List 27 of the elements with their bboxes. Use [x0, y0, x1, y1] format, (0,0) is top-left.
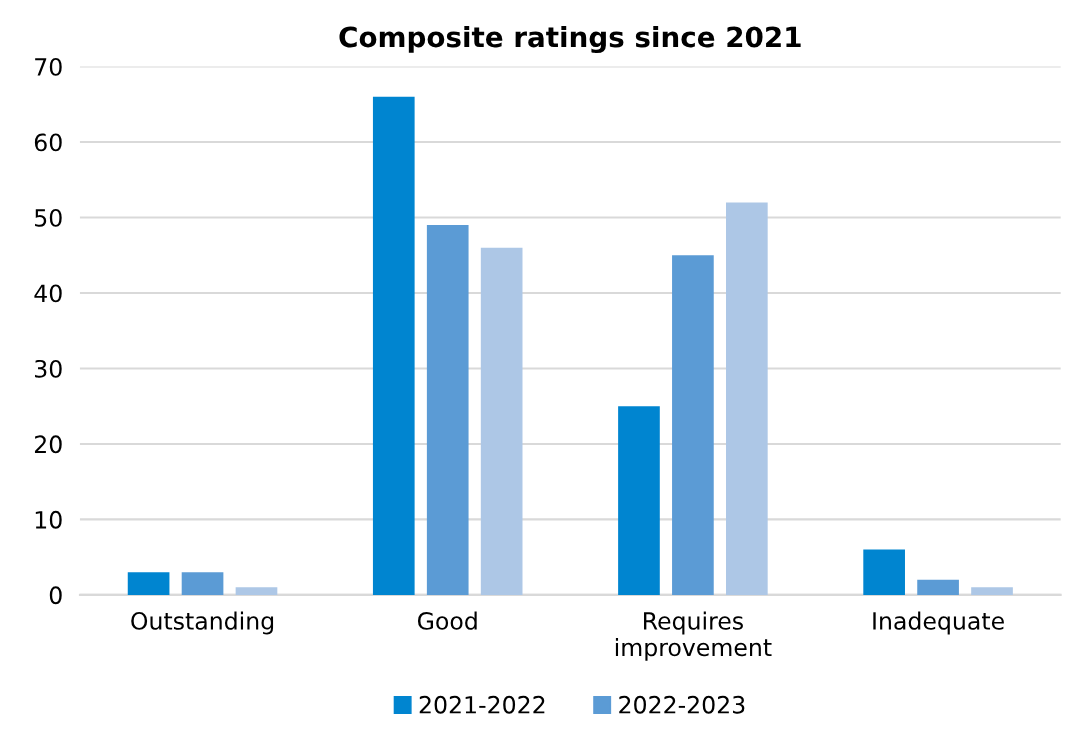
y-tick-label: 30: [35, 359, 62, 378]
bar: [917, 579, 959, 595]
bar: [426, 225, 469, 595]
x-tick-label: Good: [417, 611, 477, 630]
y-tick-label: 50: [35, 208, 62, 227]
y-tick-label: 60: [34, 133, 62, 152]
bar: [235, 587, 278, 595]
legend-label: 2021-2022: [419, 695, 545, 714]
bar: [618, 406, 660, 595]
y-tick-label: 0: [49, 586, 62, 605]
x-tick-label: Inadequate: [873, 611, 1004, 635]
x-tick-label: Outstanding: [131, 611, 274, 635]
bar: [863, 549, 905, 595]
bar: [372, 96, 415, 595]
chart-title: Composite ratings since 2021: [339, 25, 801, 54]
bar: [672, 255, 714, 595]
bar: [181, 572, 224, 595]
y-tick-label: 40: [34, 284, 62, 303]
x-tick-label: Requires improvement: [615, 611, 772, 661]
y-tick-label: 10: [35, 510, 62, 529]
bar: [480, 247, 523, 595]
bar: [726, 202, 768, 595]
y-tick-label: 70: [35, 57, 62, 76]
y-tick-label: 20: [34, 435, 62, 454]
legend-label: 2022-2023: [619, 695, 745, 714]
bar: [971, 587, 1013, 595]
bar: [127, 572, 170, 595]
